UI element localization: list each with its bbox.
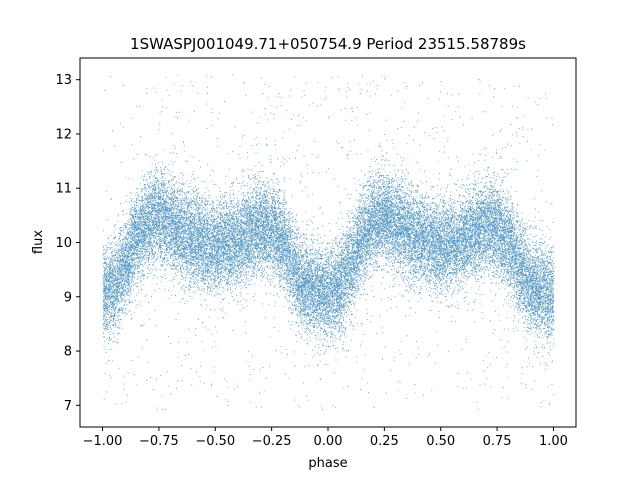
data-points bbox=[102, 74, 555, 412]
y-tick-label: 10 bbox=[55, 236, 72, 251]
y-axis-label: flux bbox=[31, 230, 46, 254]
y-tick-label: 7 bbox=[64, 399, 72, 414]
data-point-cloud bbox=[102, 74, 555, 412]
y-tick-label: 11 bbox=[55, 182, 72, 197]
x-tick-label: 0.75 bbox=[483, 434, 512, 449]
y-tick-label: 12 bbox=[55, 127, 72, 142]
y-axis: 7 8 9 10 11 12 13 bbox=[55, 73, 80, 414]
x-axis-label: phase bbox=[308, 456, 347, 471]
x-tick-label: −1.00 bbox=[83, 434, 123, 449]
y-tick-label: 13 bbox=[55, 73, 72, 88]
chart-title: 1SWASPJ001049.71+050754.9 Period 23515.5… bbox=[130, 35, 526, 53]
x-tick-label: −0.75 bbox=[139, 434, 179, 449]
x-tick-label: 1.00 bbox=[539, 434, 568, 449]
x-tick-label: −0.50 bbox=[195, 434, 235, 449]
y-tick-label: 9 bbox=[64, 290, 72, 305]
x-tick-label: 0.50 bbox=[426, 434, 455, 449]
x-tick-label: 0.00 bbox=[314, 434, 343, 449]
x-axis: −1.00 −0.75 −0.50 −0.25 0.00 0.25 0.50 0.75 1.00 bbox=[83, 427, 568, 449]
x-tick-label: −0.25 bbox=[252, 434, 292, 449]
x-tick-label: 0.25 bbox=[370, 434, 399, 449]
y-tick-label: 8 bbox=[64, 345, 72, 360]
